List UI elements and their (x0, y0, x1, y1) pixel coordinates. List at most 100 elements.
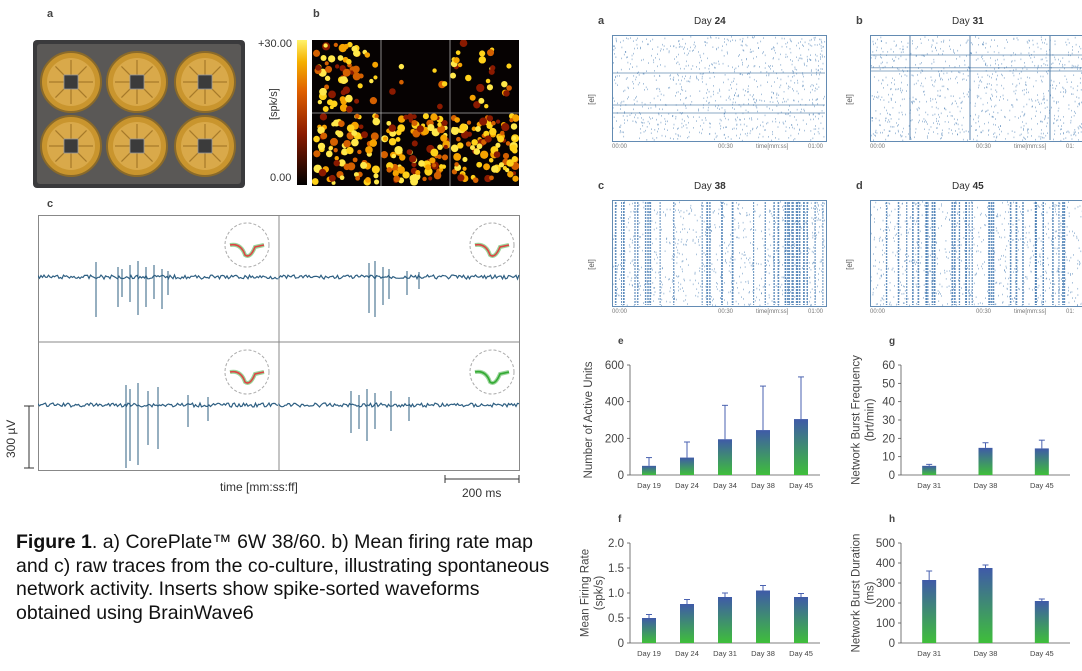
y-tick-label: 1.0 (608, 588, 624, 600)
raster-tick-label: 01: (1066, 309, 1074, 315)
raster-tick-label: 01:00 (808, 144, 823, 150)
raster-ylabel: [el] (845, 259, 854, 270)
raster-tick-label: 00:00 (612, 144, 627, 150)
y-axis-label: Number of Active Units (583, 361, 595, 478)
y-axis-label: Network Burst Duration (ms) (851, 534, 877, 653)
raster-tick-label: 01: (1066, 144, 1074, 150)
y-tick-label: 600 (605, 360, 624, 372)
bar (680, 458, 694, 475)
bar (922, 466, 936, 475)
chart-panel-letter: g (889, 336, 895, 347)
x-tick-label: Day 24 (675, 649, 699, 658)
raster-day-title: Day 31 (952, 16, 984, 27)
day-prefix: Day (952, 181, 973, 192)
x-tick-label: Day 31 (917, 649, 941, 658)
y-tick-label: 60 (882, 360, 895, 372)
raster-tick-label: 01:00 (808, 309, 823, 315)
x-tick-label: Day 19 (637, 649, 661, 658)
raster-tick-label: 00:00 (612, 309, 627, 315)
y-tick-label: 0 (618, 470, 624, 482)
y-tick-label: 400 (605, 397, 624, 409)
raster-day-title: Day 24 (694, 16, 726, 27)
raster-tick-label: time[mm:ss] (756, 144, 788, 150)
day-prefix: Day (694, 16, 715, 27)
time-scale-label: 200 ms (462, 486, 501, 500)
raster-tick-label: time[mm:ss] (756, 309, 788, 315)
x-tick-label: Day 45 (789, 481, 813, 490)
raster-tick-label: time[mm:ss] (1014, 144, 1046, 150)
raster-panel-a: a Day 24 [el] 00:00 00:30 time[mm:ss] 01:00 (598, 15, 838, 170)
y-tick-label: 100 (876, 618, 895, 630)
bar (718, 439, 732, 475)
x-tick-label: Day 38 (974, 649, 998, 658)
colorbar-min-label: 0.00 (270, 172, 291, 184)
raster-day-title: Day 45 (952, 181, 984, 192)
caption-figure-number: Figure 1 (16, 531, 92, 553)
panel-b-letter: b (313, 8, 320, 20)
bar-chart-f: f00.51.01.52.0Mean Firing Rate (spk/s)Day… (572, 511, 832, 671)
raster-letter: c (598, 180, 604, 192)
x-tick-label: Day 38 (974, 481, 998, 490)
raster-panel-c: c Day 38 [el] 00:00 00:30 time[mm:ss] 01:00 (598, 180, 838, 335)
y-tick-label: 200 (876, 598, 895, 610)
x-tick-label: Day 45 (789, 649, 813, 658)
y-tick-label: 0 (889, 470, 895, 482)
x-tick-label: Day 45 (1030, 649, 1054, 658)
raster-day-title: Day 38 (694, 181, 726, 192)
raster-ylabel: [el] (587, 94, 596, 105)
colorbar-unit-label: [spk/s] (268, 88, 280, 120)
chip (64, 75, 78, 89)
raster-plot (870, 200, 1082, 308)
chart-panel-letter: e (618, 336, 624, 347)
bar (642, 466, 656, 475)
raster-panel-b: b Day 31 [el] 00:00 00:30 time[mm:ss] 01: (856, 15, 1082, 170)
raster-tick-label: 00:00 (870, 144, 885, 150)
colorbar-max-label: +30.00 (258, 38, 292, 50)
x-tick-label: Day 24 (675, 481, 699, 490)
raster-tick-label: 00:30 (718, 309, 733, 315)
x-tick-label: Day 31 (713, 649, 737, 658)
bar-chart-e: e 0 200 400 600 Number of Active Units Day 19 D… (572, 333, 832, 503)
day-prefix: Day (694, 181, 715, 192)
bar (979, 448, 993, 475)
y-tick-label: 1.5 (608, 563, 624, 575)
raster-plot (870, 35, 1082, 143)
x-tick-label: Day 19 (637, 481, 661, 490)
raster-tick-label: 00:30 (976, 309, 991, 315)
y-axis-label: Network Burst Frequency (brt/min) (851, 355, 877, 485)
y-tick-label: 10 (882, 452, 895, 464)
day-number: 31 (973, 16, 984, 27)
x-tick-label: Day 45 (1030, 481, 1054, 490)
x-tick-label: Day 38 (751, 649, 775, 658)
raw-traces (38, 215, 520, 471)
raster-panel-d: d Day 45 [el] 00:00 00:30 time[mm:ss] 01: (856, 180, 1082, 335)
bar (1035, 601, 1049, 643)
bar (680, 604, 694, 643)
raster-tick-label: 00:30 (718, 144, 733, 150)
panel-a-letter: a (47, 8, 53, 20)
raster-tick-label: 00:00 (870, 309, 885, 315)
chip (64, 139, 78, 153)
raster-plot (612, 35, 828, 143)
day-prefix: Day (952, 16, 973, 27)
raster-letter: a (598, 15, 604, 27)
raster-tick-label: time[mm:ss] (1014, 309, 1046, 315)
day-number: 38 (715, 181, 726, 192)
y-tick-label: 0.5 (608, 613, 624, 625)
y-tick-label: 30 (882, 415, 895, 427)
x-tick-label: Day 31 (917, 481, 941, 490)
y-tick-label: 50 (882, 378, 895, 390)
y-tick-label: 20 (882, 433, 895, 445)
raster-tick-label: 00:30 (976, 144, 991, 150)
voltage-scale-label: 300 µV (4, 420, 18, 458)
trace-time-label: time [mm:ss:ff] (220, 480, 298, 494)
bar (922, 580, 936, 643)
bar (756, 591, 770, 644)
time-scale-bar (444, 474, 520, 484)
y-axis-label: Mean Firing Rate (spk/s) (580, 549, 606, 637)
x-tick-label: Day 34 (713, 481, 737, 490)
chip (198, 75, 212, 89)
coreplate-photo (33, 40, 245, 188)
x-tick-label: Day 38 (751, 481, 775, 490)
